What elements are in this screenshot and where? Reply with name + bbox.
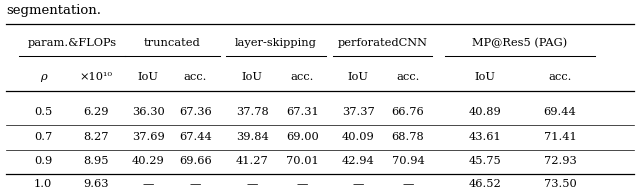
Text: —: — bbox=[353, 179, 364, 187]
Text: 0.5: 0.5 bbox=[34, 107, 52, 117]
Text: 67.31: 67.31 bbox=[286, 107, 319, 117]
Text: —: — bbox=[143, 179, 154, 187]
Text: 43.61: 43.61 bbox=[468, 131, 501, 142]
Text: ×10¹⁰: ×10¹⁰ bbox=[79, 72, 113, 82]
Text: 73.50: 73.50 bbox=[543, 179, 577, 187]
Text: 40.89: 40.89 bbox=[468, 107, 501, 117]
Text: acc.: acc. bbox=[291, 72, 314, 82]
Text: 8.95: 8.95 bbox=[83, 156, 109, 166]
Text: 42.94: 42.94 bbox=[342, 156, 375, 166]
Text: 69.66: 69.66 bbox=[179, 156, 212, 166]
Text: 66.76: 66.76 bbox=[392, 107, 424, 117]
Text: 67.44: 67.44 bbox=[179, 131, 212, 142]
Text: MP@Res5 (PAG): MP@Res5 (PAG) bbox=[472, 38, 568, 48]
Text: 6.29: 6.29 bbox=[83, 107, 109, 117]
Text: 0.7: 0.7 bbox=[34, 131, 52, 142]
Text: 70.01: 70.01 bbox=[286, 156, 319, 166]
Text: 45.75: 45.75 bbox=[468, 156, 501, 166]
Text: 37.78: 37.78 bbox=[236, 107, 269, 117]
Text: 69.00: 69.00 bbox=[286, 131, 319, 142]
Text: —: — bbox=[403, 179, 413, 187]
Text: perforatedCNN: perforatedCNN bbox=[337, 38, 428, 48]
Text: 41.27: 41.27 bbox=[236, 156, 269, 166]
Text: layer-skipping: layer-skipping bbox=[236, 38, 317, 48]
Text: 0.9: 0.9 bbox=[34, 156, 52, 166]
Text: 37.37: 37.37 bbox=[342, 107, 375, 117]
Text: 8.27: 8.27 bbox=[83, 131, 109, 142]
Text: 46.52: 46.52 bbox=[468, 179, 501, 187]
Text: IoU: IoU bbox=[242, 72, 262, 82]
Text: IoU: IoU bbox=[474, 72, 495, 82]
Text: acc.: acc. bbox=[184, 72, 207, 82]
Text: 68.78: 68.78 bbox=[392, 131, 424, 142]
Text: IoU: IoU bbox=[138, 72, 159, 82]
Text: acc.: acc. bbox=[396, 72, 420, 82]
Text: 69.44: 69.44 bbox=[543, 107, 577, 117]
Text: 40.09: 40.09 bbox=[342, 131, 375, 142]
Text: 1.0: 1.0 bbox=[34, 179, 52, 187]
Text: ρ: ρ bbox=[40, 72, 47, 82]
Text: 71.41: 71.41 bbox=[543, 131, 577, 142]
Text: segmentation.: segmentation. bbox=[6, 4, 101, 17]
Text: 70.94: 70.94 bbox=[392, 156, 424, 166]
Text: IoU: IoU bbox=[348, 72, 369, 82]
Text: 40.29: 40.29 bbox=[132, 156, 164, 166]
Text: 9.63: 9.63 bbox=[83, 179, 109, 187]
Text: 39.84: 39.84 bbox=[236, 131, 269, 142]
Text: 36.30: 36.30 bbox=[132, 107, 164, 117]
Text: truncated: truncated bbox=[144, 38, 200, 48]
Text: 72.93: 72.93 bbox=[543, 156, 577, 166]
Text: —: — bbox=[190, 179, 201, 187]
Text: —: — bbox=[297, 179, 308, 187]
Text: —: — bbox=[246, 179, 258, 187]
Text: acc.: acc. bbox=[548, 72, 572, 82]
Text: 37.69: 37.69 bbox=[132, 131, 164, 142]
Text: 67.36: 67.36 bbox=[179, 107, 212, 117]
Text: param.&FLOPs: param.&FLOPs bbox=[28, 38, 116, 48]
